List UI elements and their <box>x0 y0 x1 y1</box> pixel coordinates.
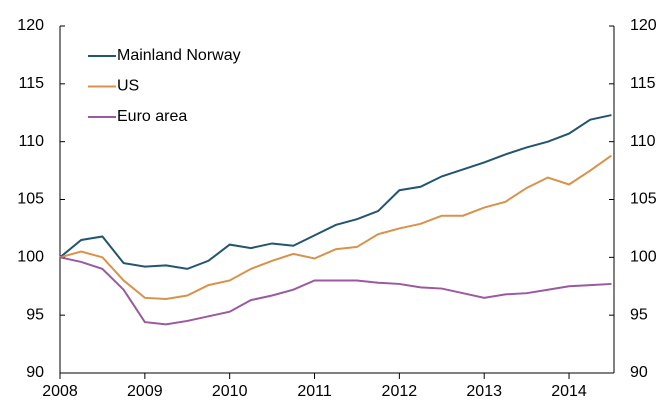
x-tick-label: 2010 <box>212 383 248 400</box>
y-tick-label: 115 <box>18 75 44 92</box>
y-tick-label: 120 <box>17 17 44 34</box>
series-line <box>59 256 612 326</box>
x-tick-label: 2014 <box>551 383 587 400</box>
x-tick-label: 2011 <box>297 383 332 400</box>
x-tick-label: 2008 <box>42 383 78 400</box>
series-line <box>59 154 613 300</box>
legend-label: Mainland Norway <box>117 47 241 64</box>
y-tick-label: 105 <box>17 191 44 208</box>
y2-tick-label: 120 <box>630 17 657 34</box>
x-tick-label: 2009 <box>127 383 163 400</box>
y-tick-label: 90 <box>26 364 44 381</box>
y-tick-label: 100 <box>17 249 44 266</box>
y2-tick-label: 95 <box>630 306 648 323</box>
y-tick-label: 95 <box>26 306 44 323</box>
legend-label: US <box>117 78 139 95</box>
series-line <box>59 114 612 270</box>
x-tick-label: 2013 <box>466 383 502 400</box>
y2-tick-label: 105 <box>630 191 657 208</box>
y-tick-label: 110 <box>18 133 44 150</box>
y2-tick-label: 110 <box>630 133 656 150</box>
y2-tick-label: 100 <box>630 249 657 266</box>
legend-label: Euro area <box>117 108 187 125</box>
x-tick-label: 2012 <box>382 383 418 400</box>
y2-tick-label: 115 <box>630 75 656 92</box>
y2-tick-label: 90 <box>630 364 648 381</box>
